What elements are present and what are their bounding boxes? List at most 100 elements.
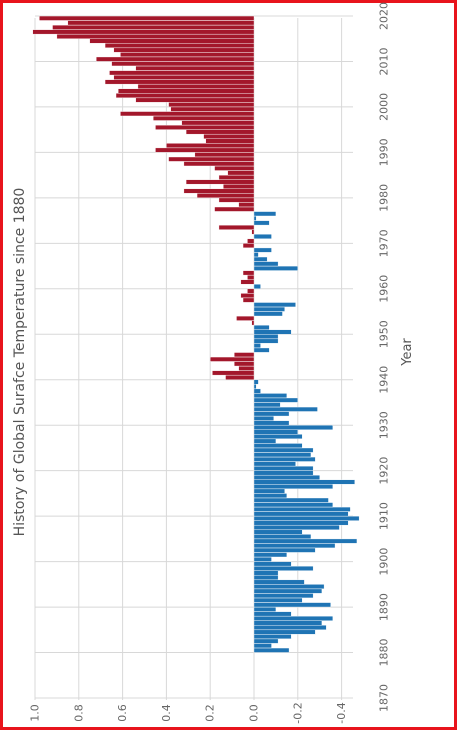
bar-1892 [253, 593, 314, 599]
year-tick-labels: 1870 1880 1890 1900 1910 1920 1930 1940 1950 1960… [378, 2, 391, 712]
bar-1985 [227, 170, 255, 176]
bar-1904 [253, 538, 358, 544]
bar-1922 [253, 456, 316, 462]
bar-1883 [253, 634, 292, 639]
bar-1968 [253, 247, 272, 253]
bar-1937 [253, 388, 261, 394]
bar-1952 [251, 320, 255, 326]
bar-2004 [137, 84, 255, 89]
bar-1917 [253, 479, 355, 485]
bar-2008 [135, 65, 255, 71]
bar-1884 [253, 629, 316, 635]
bar-1998 [120, 111, 255, 117]
bar-1914 [253, 493, 288, 499]
x-axis-title: Year [400, 338, 415, 367]
year-tick-1880: 1880 [378, 639, 391, 667]
bar-1994 [185, 129, 255, 135]
bar-2003 [118, 88, 255, 94]
year-tick-1900: 1900 [378, 548, 391, 576]
bar-1910 [253, 511, 349, 517]
bar-1905 [253, 534, 312, 539]
bar-1966 [253, 256, 268, 262]
year-tick-1980: 1980 [378, 184, 391, 212]
bar-2005 [104, 79, 255, 85]
bar-1960 [253, 284, 261, 289]
bar-1946 [253, 347, 270, 353]
bar-1977 [214, 206, 255, 212]
bar-1885 [253, 625, 327, 630]
bar-2012 [113, 47, 255, 53]
bar-1974 [253, 220, 270, 226]
bar-1997 [153, 115, 255, 121]
year-tick-1960: 1960 [378, 275, 391, 303]
bar-1908 [253, 520, 349, 526]
bar-1986 [214, 165, 255, 171]
bar-1964 [253, 265, 298, 271]
bar-1961 [240, 279, 255, 285]
bar-1881 [253, 643, 272, 649]
bar-1984 [218, 175, 255, 180]
bar-1999 [170, 106, 255, 112]
bar-2013 [104, 43, 255, 48]
bar-1948 [253, 338, 279, 344]
bar-2010 [96, 56, 255, 62]
bar-2006 [113, 75, 255, 80]
year-tick-1920: 1920 [378, 457, 391, 485]
bar-1963 [242, 270, 255, 276]
anomaly-tick--0_4: -0.4 [335, 702, 348, 723]
bar-1993 [203, 134, 255, 139]
bar-1893 [253, 588, 323, 594]
year-tick-1950: 1950 [378, 320, 391, 348]
bar-1913 [253, 497, 329, 503]
bar-1973 [218, 225, 255, 230]
bar-2014 [89, 38, 255, 44]
bar-1996 [181, 120, 255, 126]
bar-1895 [253, 579, 305, 585]
bar-1902 [253, 547, 316, 553]
bar-1935 [253, 397, 298, 403]
bar-1978 [238, 202, 255, 208]
year-tick-1930: 1930 [378, 411, 391, 439]
bar-1882 [253, 638, 279, 644]
bar-1918 [253, 475, 320, 480]
bar-1906 [253, 529, 303, 535]
bar-2016 [32, 29, 255, 35]
anomaly-tick-0_8: 0.8 [72, 704, 85, 722]
year-tick-1890: 1890 [378, 593, 391, 621]
bar-1899 [253, 561, 292, 567]
bar-1950 [253, 329, 292, 335]
bar-1907 [253, 525, 340, 530]
bar-1944 [210, 356, 255, 362]
year-tick-1940: 1940 [378, 366, 391, 394]
bar-2000 [168, 102, 255, 108]
bar-1979 [218, 197, 255, 203]
bar-1945 [234, 352, 255, 358]
chart-title: History of Global Surafce Temperature si… [12, 188, 28, 537]
bar-1958 [240, 293, 255, 298]
bar-1967 [253, 252, 259, 258]
bar-1929 [253, 425, 334, 430]
bar-1897 [253, 570, 279, 576]
bar-2017 [52, 24, 255, 30]
anomaly-tick-0_0: 0.0 [248, 704, 261, 722]
bar-1934 [253, 402, 281, 408]
bar-1962 [247, 275, 255, 280]
bar-1887 [253, 616, 334, 621]
anomaly-tick--0_2: -0.2 [291, 702, 304, 723]
year-tick-2000: 2000 [378, 93, 391, 121]
bar-2015 [56, 34, 255, 39]
bar-1909 [253, 516, 360, 521]
bar-1927 [253, 434, 303, 439]
bars [32, 15, 360, 653]
bar-1988 [168, 156, 255, 162]
bar-1912 [253, 502, 334, 508]
anomaly-tick-0_6: 0.6 [116, 704, 129, 722]
bar-1995 [155, 125, 255, 130]
bar-1940 [225, 375, 255, 380]
bar-1939 [253, 379, 259, 385]
bar-1965 [253, 261, 279, 267]
bar-1957 [242, 297, 255, 303]
bar-1980 [196, 193, 255, 198]
bar-1894 [253, 584, 325, 589]
